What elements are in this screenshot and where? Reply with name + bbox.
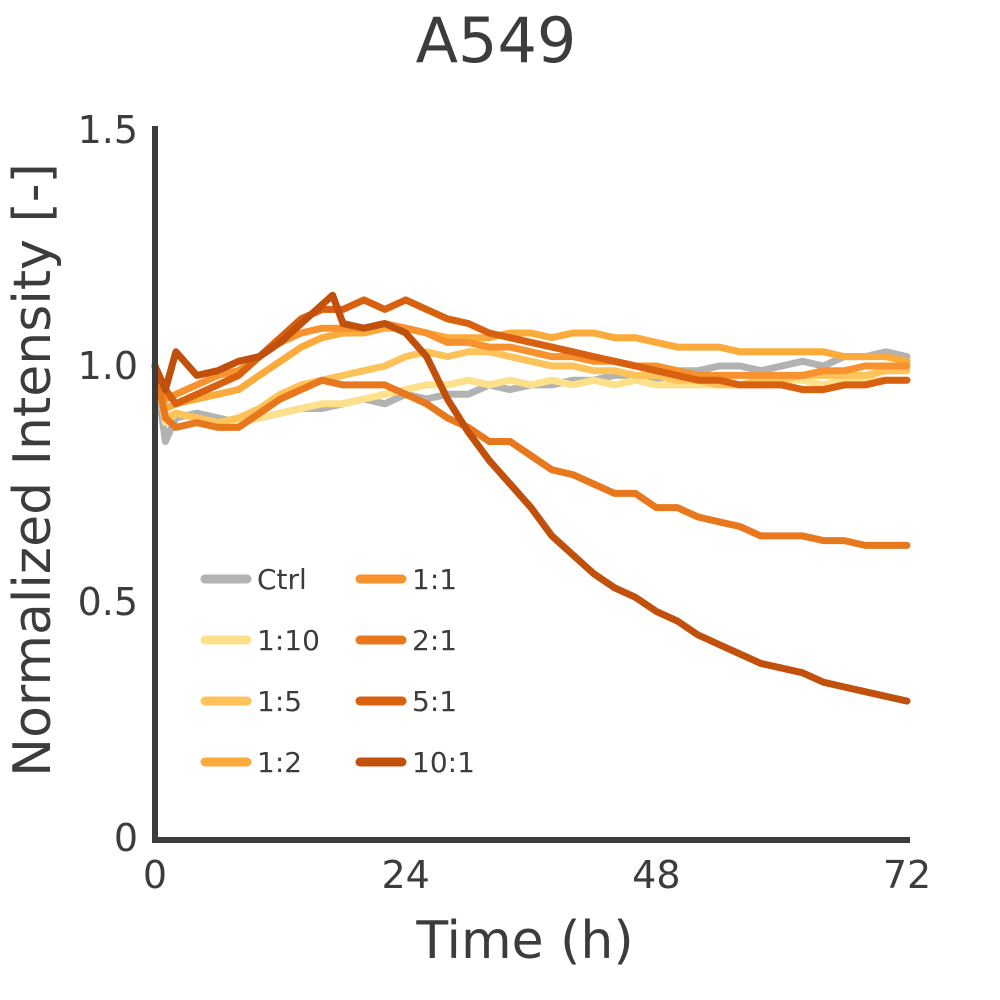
x-axis-ticks: 0 24 48 72	[143, 853, 931, 897]
legend-label: 1:10	[257, 624, 320, 657]
y-axis-label: Normalized Intensity [-]	[3, 163, 63, 777]
x-tick-label: 0	[143, 853, 167, 897]
x-axis-label: Time (h)	[415, 911, 633, 971]
x-tick-label: 72	[883, 853, 931, 897]
plot-area	[151, 291, 911, 705]
legend-label: 1:5	[257, 685, 302, 718]
series-line-6	[151, 362, 911, 549]
legend-label: 5:1	[412, 685, 457, 718]
y-tick-label: 1.5	[78, 108, 138, 152]
y-tick-label: 0.5	[78, 580, 138, 624]
legend-label: 1:1	[412, 563, 457, 596]
legend-label: Ctrl	[257, 563, 307, 596]
legend-label: 1:2	[257, 746, 302, 779]
y-tick-label: 1.0	[78, 344, 138, 388]
chart-title: A549	[416, 4, 577, 77]
x-tick-label: 48	[632, 853, 680, 897]
series-line-3	[151, 348, 911, 427]
y-axis-ticks: 0 0.5 1.0 1.5	[78, 108, 138, 860]
legend: Ctrl 1:10 1:5 1:2 1:1 2:1 5:1 10:1	[200, 563, 475, 779]
x-tick-label: 24	[381, 853, 429, 897]
series-line-8	[151, 291, 911, 705]
legend-label: 10:1	[412, 746, 475, 779]
legend-label: 2:1	[412, 624, 457, 657]
series-line-1	[151, 348, 911, 445]
y-tick-label: 0	[114, 816, 138, 860]
series-line-4	[151, 324, 911, 412]
